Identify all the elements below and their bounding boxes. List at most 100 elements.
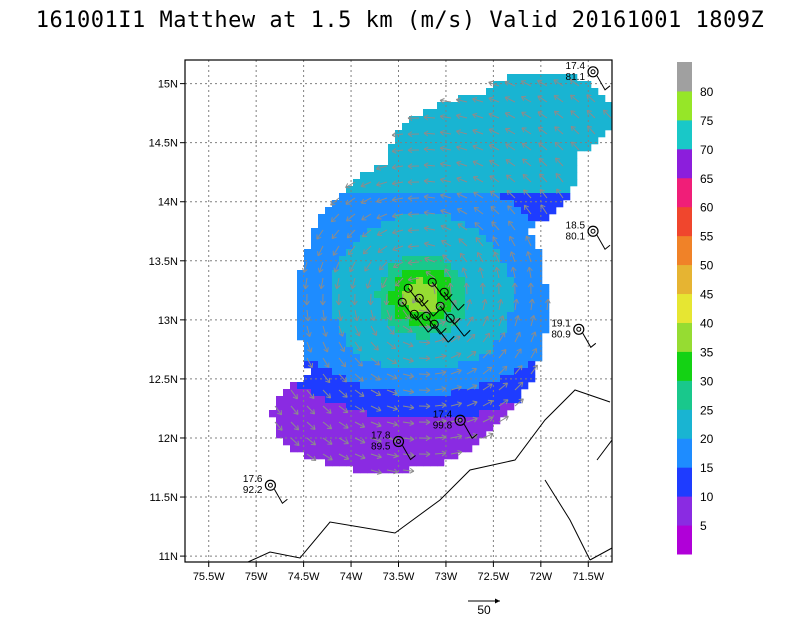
wind-vector [489,144,500,151]
wind-vector-head [555,172,561,179]
field-cell [514,158,522,166]
field-cell [325,228,333,236]
field-cell [402,165,410,173]
wind-vector-head [361,215,367,221]
field-cell [500,221,508,229]
field-cell [360,277,368,285]
wind-vector-head [343,423,349,429]
field-cell [514,165,522,173]
wind-vector [407,229,420,232]
field-cell [395,151,403,159]
field-cell [388,228,396,236]
field-cell [563,172,571,180]
wind-vector [322,421,332,430]
field-cell [430,438,438,446]
wind-vector-head [408,357,414,363]
field-cell [479,186,487,194]
field-cell [290,445,298,453]
wind-vector [506,190,516,199]
wind-vector-head [423,241,429,248]
field-cell [374,382,382,390]
wind-vector-head [425,371,431,378]
field-cell [486,193,494,201]
field-cell [521,326,529,334]
wind-vector-head [441,402,447,409]
wind-vector [569,79,580,87]
field-cell [430,389,438,397]
field-cell [458,284,466,292]
field-cell [430,270,438,278]
field-cell [458,123,466,131]
wind-vector [456,177,468,183]
field-cell [493,305,501,313]
wind-vector [554,110,564,119]
field-cell [493,298,501,306]
wind-vector [492,236,500,247]
field-cell [556,88,564,96]
field-cell [451,326,459,334]
y-tick-label: 13N [158,315,178,327]
field-cell [311,256,319,264]
field-cell [297,333,305,341]
field-cell [374,263,382,271]
field-cell [493,417,501,425]
field-cell [409,319,417,327]
field-cell [507,95,515,103]
field-cell [500,305,508,313]
field-cell [388,165,396,173]
obs-marker-outer [454,414,466,426]
field-cell [549,172,557,180]
field-cell [360,459,368,467]
field-cell [437,452,445,460]
wind-vector-head [507,205,513,211]
field-cell [472,277,480,285]
field-cell [430,431,438,439]
field-cell [353,410,361,418]
field-cell [395,410,403,418]
wind-vector [489,175,500,183]
colorbar-segment [677,62,692,92]
field-cell [535,326,543,334]
field-cell [528,200,536,208]
wind-vector [477,252,484,263]
field-cell [514,396,522,404]
wind-vector-head [442,254,448,260]
field-cell [472,368,480,376]
wind-vector [514,398,524,407]
field-cell [493,312,501,320]
field-cell [402,410,410,418]
field-cell [360,445,368,453]
field-cell [500,200,508,208]
field-cell [556,165,564,173]
field-cell [353,214,361,222]
wind-vector-head [327,439,333,445]
wind-vector-head [409,404,415,411]
field-cell [521,270,529,278]
wind-vector-head [497,298,504,304]
field-cell [472,389,480,397]
field-cell [514,256,522,264]
wind-vector [423,116,436,119]
field-cell [542,305,550,313]
wind-vector [505,143,516,151]
field-cell [367,403,375,411]
field-cell [535,88,543,96]
field-cell [297,431,305,439]
field-cell [451,277,459,285]
field-cell [507,256,515,264]
plot-title: 161001I1 Matthew at 1.5 km (m/s) Valid 2… [35,8,765,33]
wind-vector [393,261,404,268]
wind-vector-head [553,110,560,116]
wind-vector [506,174,516,183]
wind-vector-head [334,284,341,290]
field-cell [535,340,543,348]
wind-vector [434,436,447,439]
field-cell [458,312,466,320]
field-cell [283,396,291,404]
field-cell [465,354,473,362]
wind-vector [338,437,349,445]
wind-vector-head [521,127,527,133]
field-cell [521,207,529,215]
field-cell [402,123,410,131]
